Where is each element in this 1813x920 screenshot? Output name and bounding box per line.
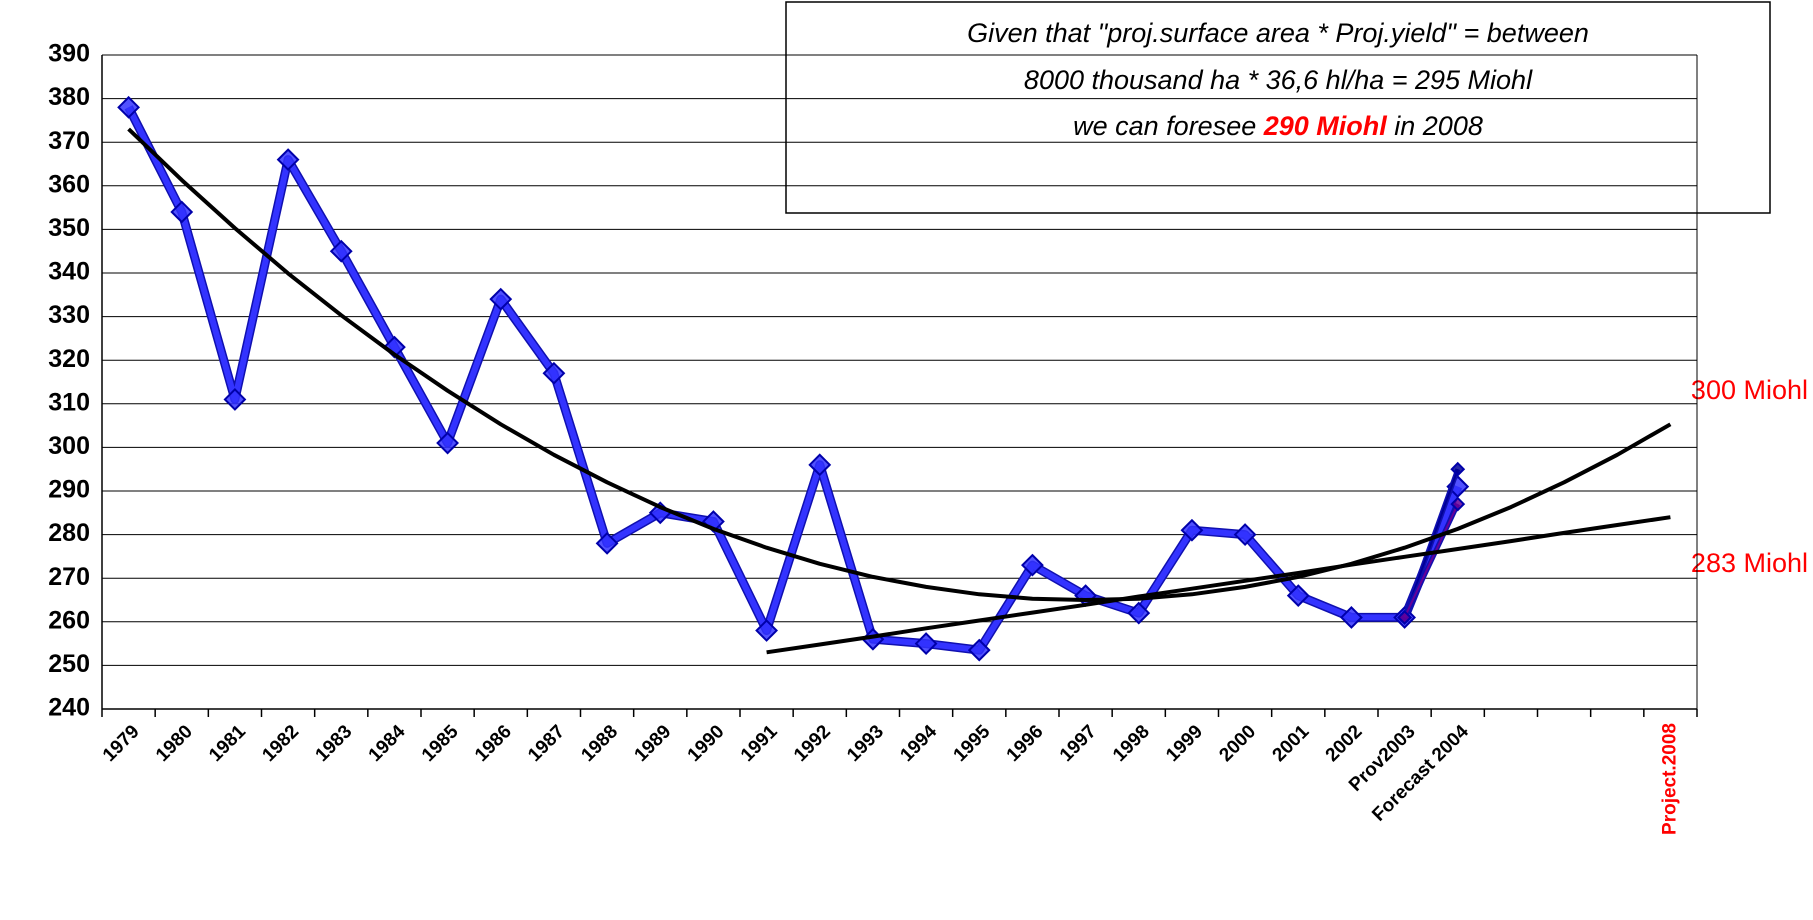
- data-point: [1340, 606, 1363, 629]
- data-point: [808, 453, 832, 477]
- x-tick-label: 1984: [365, 721, 410, 766]
- x-tick-label: 1995: [950, 721, 995, 766]
- y-tick-label: 360: [48, 170, 90, 198]
- y-tick-label: 270: [48, 563, 90, 591]
- x-tick-label: 1990: [684, 721, 729, 766]
- end-label: 283 Miohl: [1691, 548, 1808, 578]
- data-point: [170, 200, 194, 224]
- data-point: [489, 287, 513, 311]
- y-tick-label: 330: [48, 301, 90, 329]
- x-tick-label: 1989: [631, 721, 676, 766]
- y-tick-label: 380: [48, 83, 90, 111]
- trend-line: [766, 515, 1671, 655]
- annotation-text: in 2008: [1387, 111, 1483, 141]
- x-tick-label: 1980: [152, 721, 197, 766]
- data-point: [276, 148, 300, 172]
- x-tick-label: 1992: [790, 721, 835, 766]
- annotation-line: we can foresee 290 Miohl in 2008: [1073, 111, 1483, 141]
- y-tick-label: 250: [48, 650, 90, 678]
- x-tick-label: 2002: [1322, 721, 1367, 766]
- annotation-line: 8000 thousand ha * 36,6 hl/ha = 295 Mioh…: [1024, 65, 1533, 95]
- y-tick-label: 260: [48, 606, 90, 634]
- data-point: [436, 431, 459, 455]
- y-tick-label: 310: [48, 388, 90, 416]
- data-point: [755, 619, 778, 642]
- data-point: [1450, 496, 1466, 512]
- y-tick-label: 320: [48, 345, 90, 373]
- x-tick-label: 1996: [1003, 721, 1048, 766]
- x-tick-label: 1986: [471, 721, 516, 766]
- trend-line: [127, 127, 1672, 602]
- data-point: [223, 388, 247, 411]
- x-tick-label: 1998: [1109, 721, 1154, 766]
- x-tick-label: Forecast 2004: [1368, 721, 1473, 826]
- y-tick-label: 290: [48, 476, 90, 504]
- y-tick-label: 340: [48, 258, 90, 286]
- data-point: [117, 95, 140, 119]
- series-line: [1403, 503, 1459, 618]
- x-tick-label: 1981: [205, 721, 250, 766]
- x-tick-label: 1985: [418, 721, 463, 766]
- annotation-box: [785, 1, 1771, 214]
- x-tick-label: 2000: [1215, 721, 1260, 766]
- x-tick-label: 1997: [1056, 721, 1101, 766]
- x-tick-label: 1991: [737, 721, 782, 766]
- annotation-text: we can foresee: [1073, 111, 1264, 141]
- data-point: [1127, 601, 1151, 625]
- data-point: [1021, 553, 1044, 577]
- data-point: [1233, 523, 1257, 547]
- data-point: [329, 239, 353, 263]
- y-tick-label: 300: [48, 432, 90, 460]
- data-point: [595, 531, 619, 555]
- x-tick-label: 1993: [843, 721, 888, 766]
- y-tick-label: 350: [48, 214, 90, 242]
- annotation-highlight: 290 Miohl: [1263, 111, 1388, 141]
- data-point: [1397, 610, 1412, 625]
- x-tick-label: 1982: [258, 721, 303, 766]
- y-tick-label: 280: [48, 519, 90, 547]
- y-tick-label: 390: [48, 40, 90, 68]
- y-tick-label: 370: [48, 127, 90, 155]
- data-point: [1450, 461, 1466, 477]
- y-tick-label: 240: [48, 694, 90, 722]
- x-tick-label: 1987: [524, 721, 569, 766]
- data-point: [967, 638, 991, 662]
- x-tick-label: 1999: [1162, 721, 1207, 766]
- data-point: [542, 361, 566, 385]
- x-tick-label: 1988: [577, 721, 622, 766]
- annotation-line: Given that "proj.surface area * Proj.yie…: [967, 18, 1589, 48]
- x-tick-label: 2001: [1269, 721, 1314, 766]
- label-bg: [1636, 545, 1813, 583]
- data-point: [914, 632, 938, 656]
- x-tick-label: 1994: [896, 721, 941, 766]
- end-label: 300 Miohl: [1691, 375, 1808, 405]
- data-point: [1180, 518, 1204, 542]
- x-tick-label: 1979: [99, 721, 144, 766]
- x-tick-label: Project.2008: [1659, 723, 1680, 835]
- data-point: [1286, 584, 1310, 608]
- x-tick-label: 1983: [312, 721, 357, 766]
